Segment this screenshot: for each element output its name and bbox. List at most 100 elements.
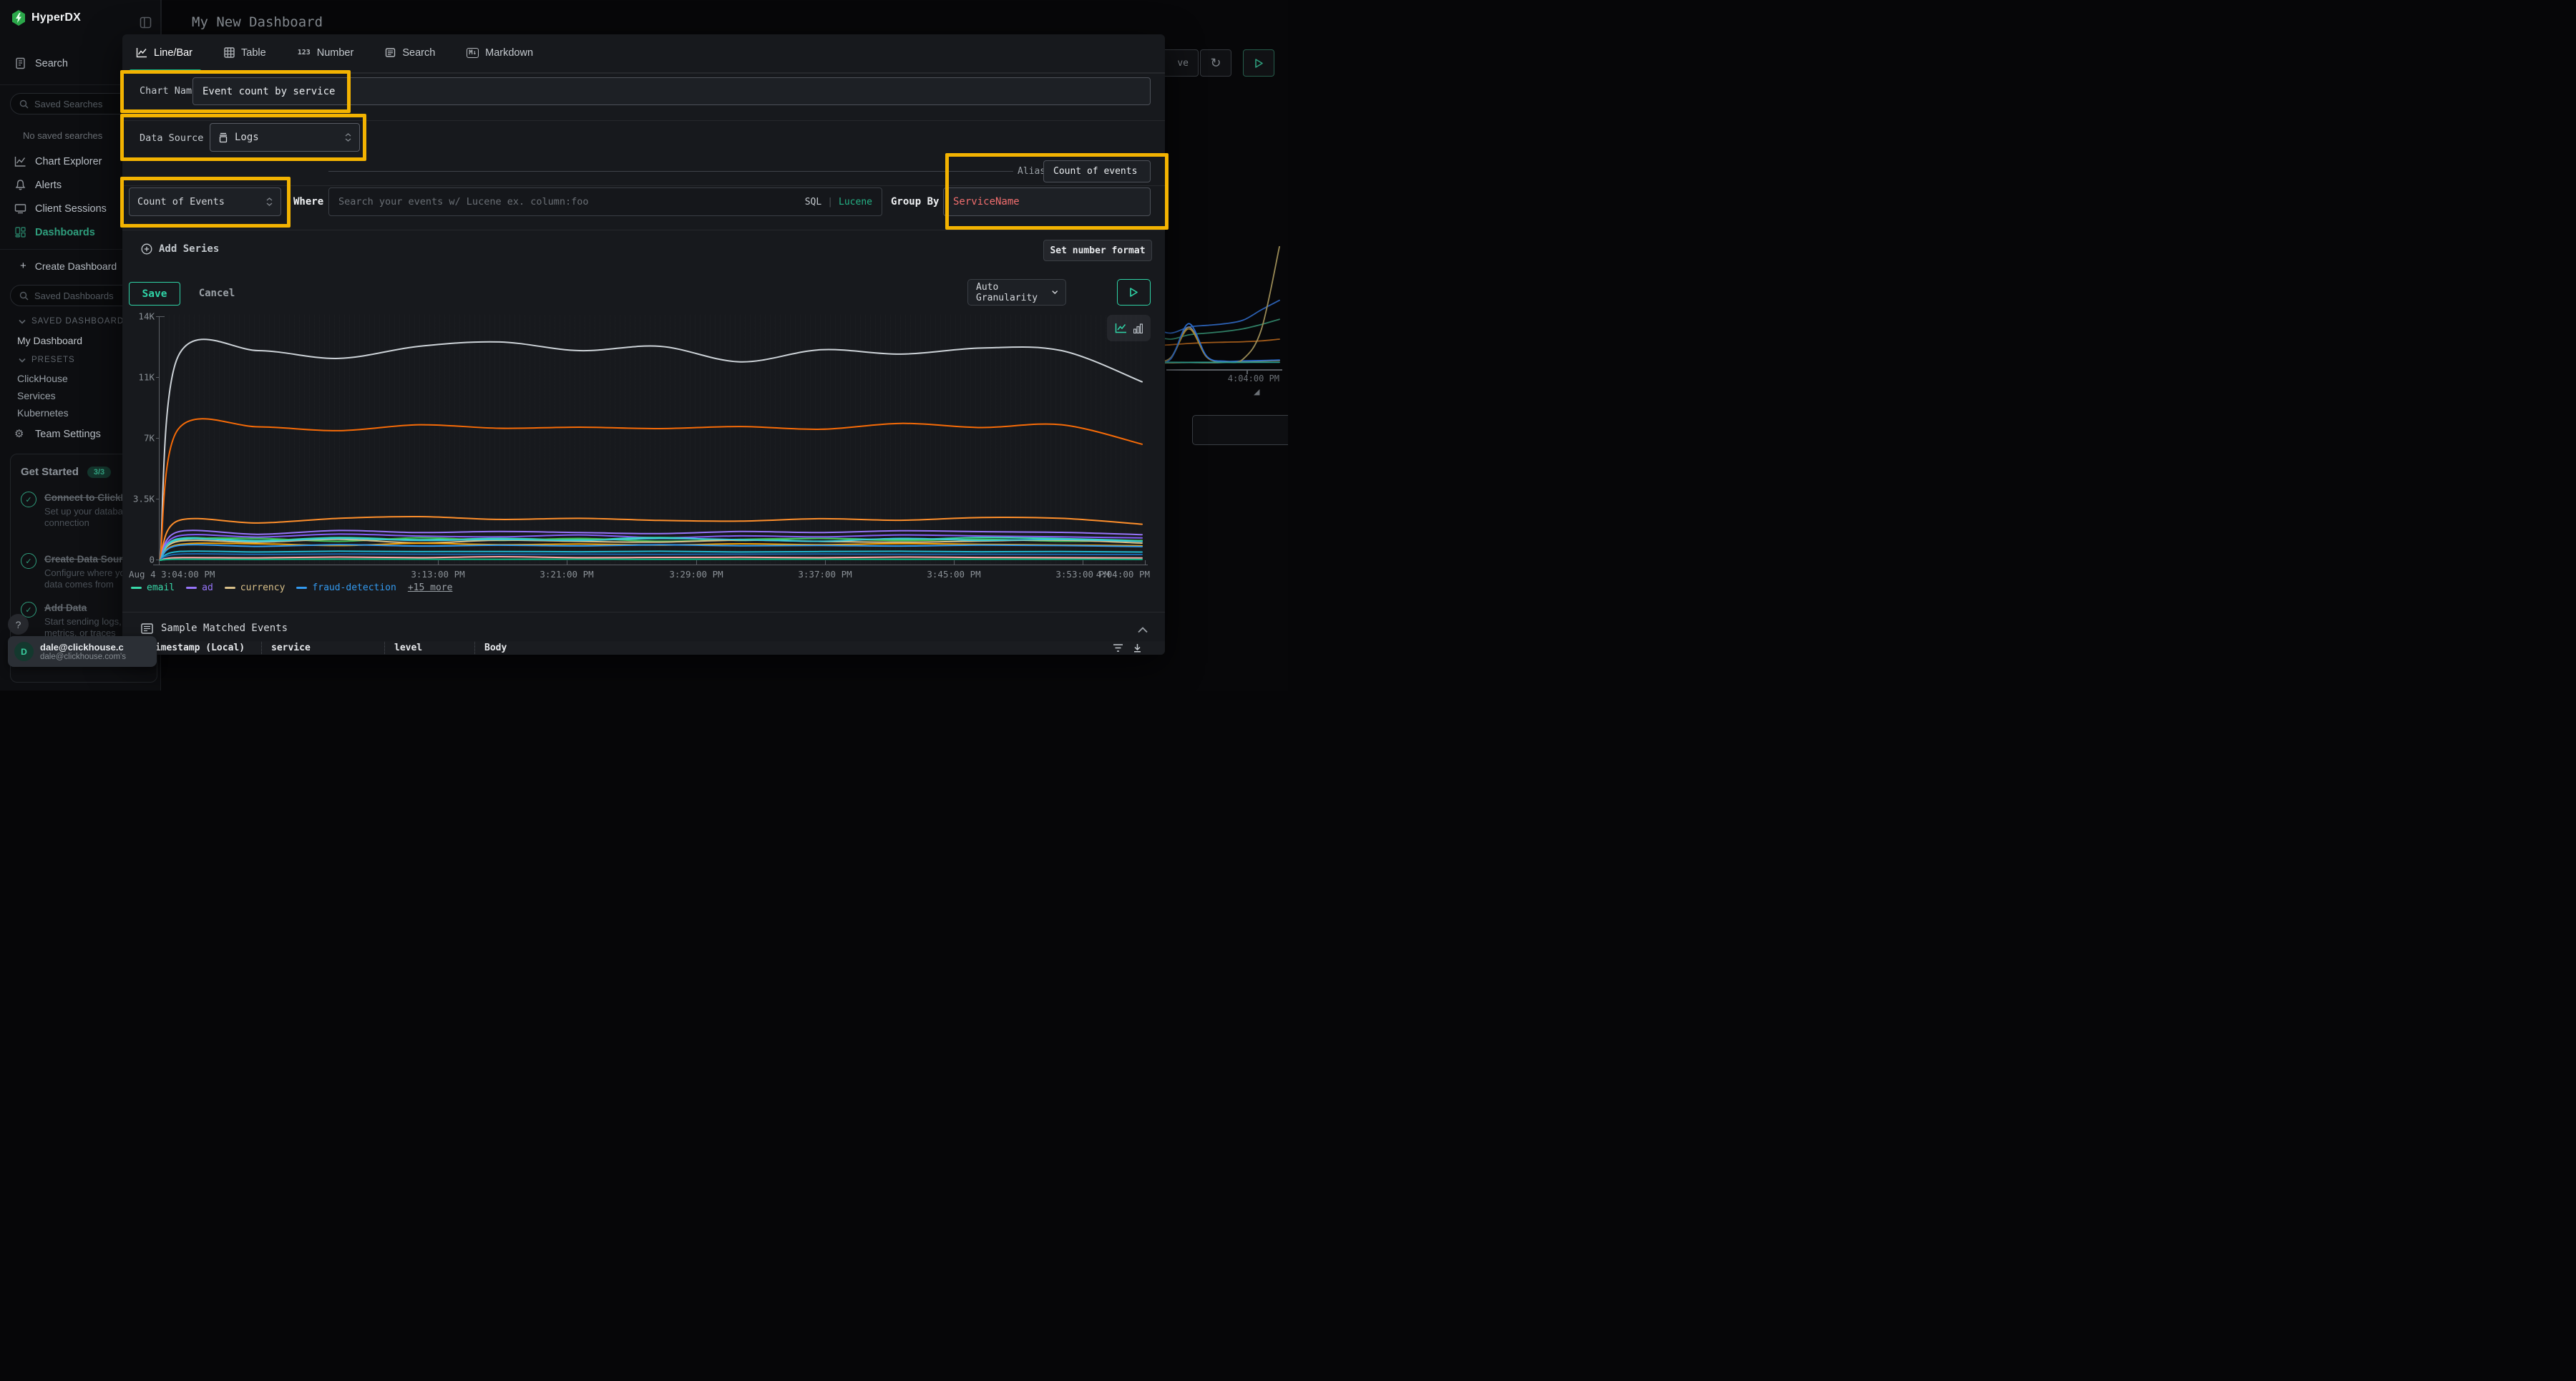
y-axis-tick-label: 3.5K: [123, 494, 155, 504]
cancel-button[interactable]: Cancel: [190, 282, 243, 304]
saved-searches-placeholder: Saved Searches: [34, 99, 102, 109]
saved-dashboards-placeholder: Saved Dashboards: [34, 291, 114, 301]
alias-input[interactable]: [1043, 160, 1151, 182]
tab-markdown[interactable]: M↓ Markdown: [467, 34, 533, 71]
number-123-icon: 123: [298, 49, 311, 57]
tab-table[interactable]: Table: [224, 34, 266, 71]
resize-handle-icon[interactable]: ◢: [1254, 387, 1259, 396]
lucene-mode-toggle[interactable]: Lucene: [839, 197, 872, 208]
sidebar-item-alerts[interactable]: Alerts: [14, 179, 62, 191]
play-icon: [1255, 59, 1263, 68]
mode-divider: |: [827, 197, 833, 208]
chart-name-input[interactable]: [192, 77, 1151, 105]
legend-swatch: [186, 587, 197, 589]
table-icon: [224, 47, 235, 58]
presets-section[interactable]: PRESETS: [19, 356, 75, 364]
axis-tick: [1145, 560, 1146, 565]
x-axis-tick-label: 4:04:00 PM: [1096, 569, 1150, 580]
collapse-chevron-up-icon[interactable]: [1138, 627, 1148, 633]
legend-item[interactable]: email: [131, 582, 175, 593]
help-button[interactable]: ?: [8, 614, 29, 635]
legend-swatch: [225, 587, 235, 589]
column-separator[interactable]: [384, 642, 385, 654]
legend-item[interactable]: fraud-detection: [296, 582, 396, 593]
tab-search[interactable]: Search: [385, 34, 435, 71]
legend-item[interactable]: ad: [186, 582, 213, 593]
sidebar-item-kubernetes[interactable]: Kubernetes: [17, 407, 69, 419]
background-partial-input[interactable]: [1192, 415, 1288, 445]
divider: [122, 120, 1165, 121]
tab-label: Table: [241, 47, 266, 59]
sidebar-item-team-settings[interactable]: ⚙ Team Settings: [14, 428, 101, 440]
sample-events-title: Sample Matched Events: [161, 623, 288, 634]
create-dashboard-button[interactable]: + Create Dashboard: [20, 260, 117, 272]
search-doc-icon: [14, 57, 26, 69]
user-menu[interactable]: D dale@clickhouse.c dale@clickhouse.com'…: [8, 636, 157, 667]
saved-dashboards-section[interactable]: SAVED DASHBOARDS: [19, 317, 130, 326]
filter-icon[interactable]: [1113, 643, 1123, 653]
play-icon: [1130, 288, 1138, 297]
chart-legend: email ad currency fraud-detection +15 more: [131, 582, 452, 593]
granularity-value: Auto Granularity: [976, 282, 1045, 303]
column-separator[interactable]: [261, 642, 262, 654]
brand-name: HyperDX: [31, 11, 81, 24]
sidebar-item-chart-explorer[interactable]: Chart Explorer: [14, 155, 102, 167]
monitor-icon: [14, 202, 26, 215]
data-source-label: Data Source: [140, 132, 203, 144]
tab-label: Markdown: [485, 47, 533, 59]
sidebar-item-clickhouse[interactable]: ClickHouse: [17, 373, 68, 384]
sidebar-item-label: Dashboards: [35, 227, 95, 238]
refresh-button[interactable]: ↻: [1200, 49, 1231, 77]
sidebar-collapse-icon[interactable]: [140, 16, 152, 29]
column-separator[interactable]: [474, 642, 475, 654]
column-header[interactable]: service: [271, 643, 311, 653]
data-source-select[interactable]: Logs: [210, 123, 360, 152]
sidebar-item-dashboards[interactable]: Dashboards: [14, 226, 95, 238]
get-started-item-title: Add Data: [44, 602, 87, 613]
granularity-select[interactable]: Auto Granularity: [967, 279, 1066, 306]
alias-label: Alias: [1018, 166, 1045, 177]
tab-line-bar[interactable]: Line/Bar: [136, 34, 192, 71]
search-list-icon: [385, 47, 396, 58]
y-axis-tick-label: 0: [123, 555, 155, 565]
run-query-button[interactable]: [1117, 279, 1151, 306]
aggregation-value: Count of Events: [137, 196, 225, 208]
tab-label: Number: [317, 47, 354, 59]
legend-label: fraud-detection: [312, 582, 396, 593]
sidebar-item-my-dashboard[interactable]: My Dashboard: [17, 335, 82, 346]
x-axis-tick-label: 3:21:00 PM: [540, 569, 593, 580]
x-axis-tick-label: 3:45:00 PM: [927, 569, 980, 580]
tab-number[interactable]: 123 Number: [298, 34, 354, 71]
legend-more-link[interactable]: +15 more: [408, 582, 453, 593]
sample-events-header[interactable]: Sample Matched Events: [141, 623, 288, 634]
background-chart-axis: [1166, 369, 1282, 371]
sidebar-item-client-sessions[interactable]: Client Sessions: [14, 202, 107, 215]
sql-mode-toggle[interactable]: SQL: [805, 197, 821, 208]
column-header[interactable]: Body: [484, 643, 507, 653]
section-label: SAVED DASHBOARDS: [31, 317, 130, 326]
where-input[interactable]: [329, 196, 805, 208]
download-icon[interactable]: [1133, 643, 1142, 653]
chart-editor-modal: Line/Bar Table 123 Number Search: [122, 34, 1165, 655]
x-axis-tick-label: 3:13:00 PM: [411, 569, 464, 580]
save-button[interactable]: Save: [129, 282, 180, 306]
legend-label: ad: [202, 582, 213, 593]
user-email: dale@clickhouse.c: [40, 642, 126, 653]
sidebar-item-search[interactable]: Search: [14, 57, 68, 69]
sidebar-item-services[interactable]: Services: [17, 390, 56, 401]
background-run-button[interactable]: [1243, 49, 1274, 77]
legend-item[interactable]: currency: [225, 582, 286, 593]
aggregation-select[interactable]: Count of Events: [129, 187, 281, 216]
section-label: PRESETS: [31, 356, 75, 364]
column-header[interactable]: Timestamp (Local): [150, 643, 245, 653]
y-axis-tick-label: 14K: [123, 311, 155, 322]
get-started-title: Get Started: [21, 466, 79, 478]
get-started-item-title: Create Data Source: [44, 554, 134, 565]
where-label: Where: [293, 196, 323, 208]
legend-swatch: [296, 587, 307, 589]
column-header[interactable]: level: [394, 643, 422, 653]
add-series-button[interactable]: Add Series: [141, 243, 219, 255]
group-by-input[interactable]: [943, 187, 1151, 216]
where-search-box: SQL | Lucene: [328, 187, 882, 216]
set-number-format-button[interactable]: Set number format: [1043, 240, 1152, 261]
